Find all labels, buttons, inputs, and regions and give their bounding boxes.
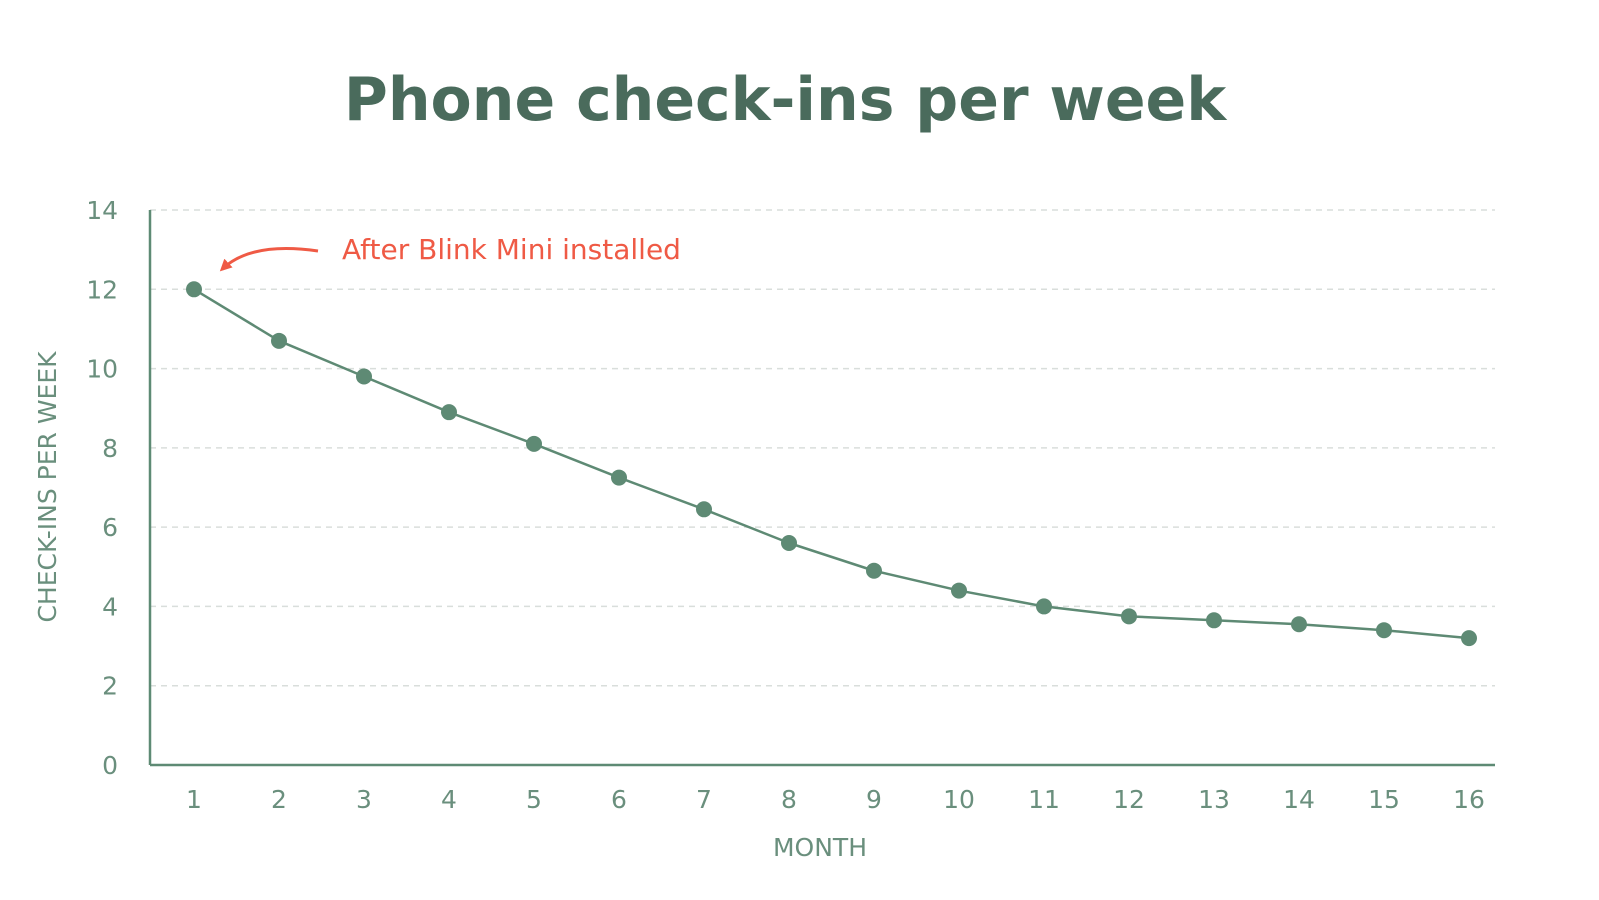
x-tick-labels: 1 2 3 4 5 6 7 8 9 10 11 12 13 14 15 16 [186,785,1485,814]
data-point-5 [526,435,542,452]
data-point-7 [696,501,712,518]
data-point-9 [866,562,882,579]
y-tick-label-2: 2 [102,672,118,701]
series-group [186,281,1477,647]
data-point-12 [1121,608,1137,625]
data-point-11 [1036,598,1052,615]
y-tick-label-10: 10 [86,355,118,384]
x-tick-label-15: 15 [1368,785,1400,814]
data-point-14 [1291,616,1307,633]
x-tick-label-3: 3 [356,785,372,814]
data-point-13 [1206,612,1222,629]
x-tick-label-9: 9 [866,785,882,814]
x-tick-label-5: 5 [526,785,542,814]
x-tick-label-2: 2 [271,785,287,814]
x-tick-label-14: 14 [1283,785,1315,814]
x-axis-label: MONTH [773,833,867,862]
data-point-10 [951,582,967,599]
annotation-arrow [219,247,319,272]
y-tick-label-6: 6 [102,513,118,542]
x-tick-label-12: 12 [1113,785,1145,814]
y-tick-label-12: 12 [86,275,118,304]
x-tick-label-6: 6 [611,785,627,814]
annotation-text: After Blink Mini installed [342,233,681,266]
y-axis-label: CHECK-INS PER WEEK [33,351,62,623]
data-point-6 [611,469,627,486]
grid-lines [150,209,1495,687]
series-line [193,288,1470,640]
data-point-16 [1461,630,1477,647]
y-tick-label-8: 8 [102,434,118,463]
x-tick-label-16: 16 [1453,785,1485,814]
data-point-8 [781,535,797,551]
x-tick-label-10: 10 [943,785,975,814]
x-tick-label-8: 8 [781,785,797,814]
axes [148,210,1495,767]
data-point-15 [1376,622,1392,639]
data-point-3 [356,368,372,385]
x-tick-label-4: 4 [441,785,457,814]
y-tick-label-14: 14 [86,196,118,225]
x-tick-label-13: 13 [1198,785,1230,814]
data-point-1 [186,281,202,298]
data-point-2 [271,332,287,349]
x-tick-label-1: 1 [186,785,202,814]
x-tick-label-7: 7 [696,785,712,814]
y-tick-label-0: 0 [102,751,118,780]
chart-title: Phone check-ins per week [344,65,1228,135]
y-tick-label-4: 4 [102,592,118,621]
data-point-4 [441,404,457,421]
annotation-group: After Blink Mini installed [219,233,681,272]
y-tick-labels: 0 2 4 6 8 10 12 14 [86,196,118,780]
x-tick-label-11: 11 [1028,785,1060,814]
